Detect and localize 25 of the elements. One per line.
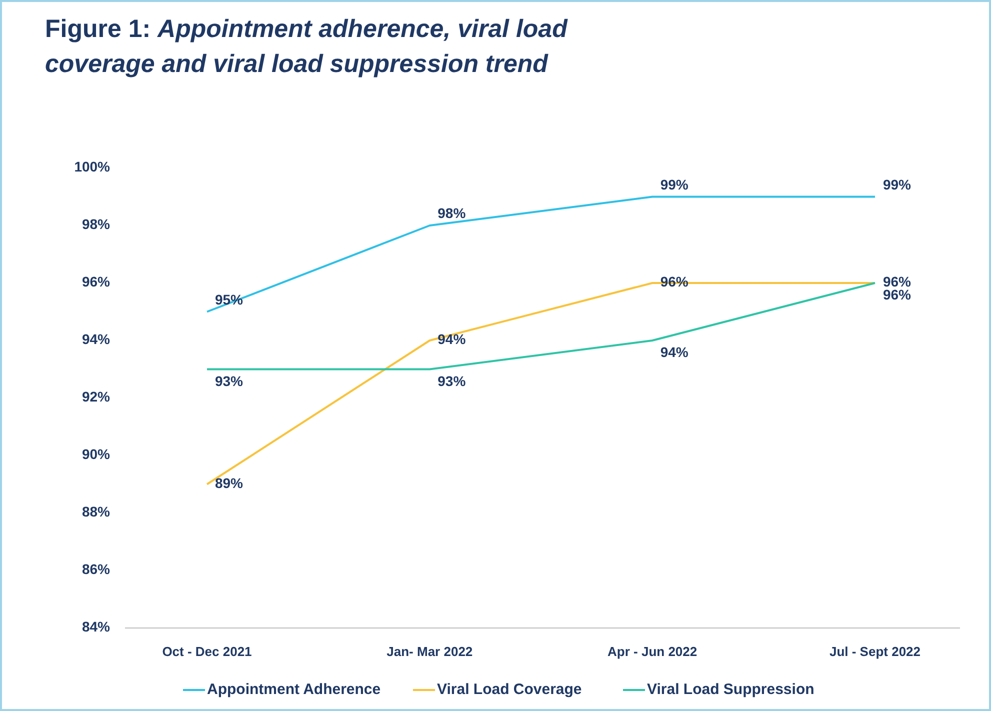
y-tick-label: 96% [82, 274, 111, 290]
y-tick-label: 94% [82, 331, 111, 348]
x-tick-label: Jan- Mar 2022 [386, 644, 473, 659]
data-label: 94% [438, 331, 466, 348]
x-tick-label: Apr - Jun 2022 [608, 644, 698, 659]
chart-title: Figure 1: Appointment adherence, viral load coverage and viral load suppression trend [45, 15, 568, 78]
y-tick-label: 98% [82, 216, 111, 232]
data-label: 98% [438, 205, 466, 222]
y-tick-label: 86% [82, 561, 111, 578]
x-tick-label: Jul - Sept 2022 [829, 644, 921, 659]
y-tick-label: 88% [82, 504, 111, 520]
data-label: 99% [882, 176, 912, 192]
data-label: 89% [214, 474, 244, 491]
data-label: 93% [214, 372, 244, 389]
y-tick-label: 84% [82, 618, 111, 635]
legend-label: Appointment Adherence [207, 680, 381, 698]
y-tick-label: 92% [82, 388, 111, 405]
legend-label: Viral Load Suppression [647, 680, 814, 698]
x-tick-label: Oct - Dec 2021 [162, 644, 252, 659]
data-label: 94% [660, 344, 689, 360]
y-tick-label: 90% [82, 446, 111, 462]
data-label: 99% [660, 176, 689, 192]
y-tick-label: 100% [74, 158, 111, 175]
legend-label: Viral Load Coverage [437, 680, 582, 698]
data-label: 93% [438, 372, 466, 389]
